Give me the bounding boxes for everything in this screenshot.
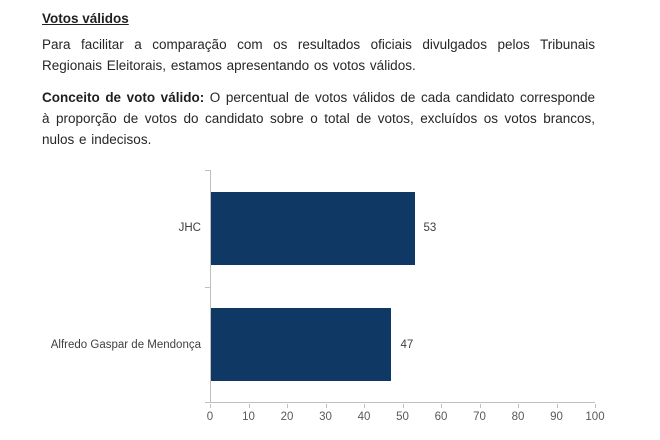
page-title: Votos válidos [42, 11, 129, 26]
y-axis-tick [205, 170, 211, 171]
x-axis-tick [441, 404, 442, 408]
x-axis-tick [287, 404, 288, 408]
x-axis-tick [325, 404, 327, 408]
x-axis-tick [402, 404, 404, 408]
x-axis-tick-label: 30 [319, 411, 332, 423]
concept-label: Conceito de voto válido: [42, 90, 205, 105]
x-axis-tick-label: 50 [396, 411, 409, 423]
document-text-block: Votos válidos Para facilitar a comparaçã… [42, 10, 595, 161]
chart-plot-area: 53 47 [205, 170, 595, 403]
intro-paragraph-text: Para facilitar a comparação com os resul… [42, 37, 595, 73]
intro-paragraph: Para facilitar a comparação com os resul… [42, 34, 595, 76]
chart-x-axis: 0 10 20 30 40 50 60 70 80 90 100 [206, 403, 605, 431]
concept-paragraph: Conceito de voto válido: O percentual de… [42, 87, 595, 150]
category-label: JHC [178, 222, 201, 235]
x-axis-tick-label: 0 [206, 411, 214, 423]
chart-bar [211, 191, 415, 265]
x-axis-tick-label: 60 [434, 411, 448, 423]
x-axis-tick-label: 10 [242, 411, 255, 423]
concept-paragraph-text: O percentual de votos válidos de cada ca… [42, 90, 595, 147]
y-axis-tick [205, 402, 211, 403]
x-axis-tick [479, 404, 481, 408]
x-axis-tick [595, 404, 596, 408]
bar-value-label: 53 [423, 222, 437, 235]
x-axis-tick [210, 404, 211, 408]
y-axis-tick [205, 287, 211, 288]
bar-value-label: 47 [400, 338, 414, 351]
chart-bar [211, 308, 392, 382]
x-axis-tick [364, 404, 365, 408]
x-axis-tick-label: 100 [585, 411, 605, 423]
x-axis-tick-label: 80 [511, 411, 525, 423]
x-axis-tick-label: 20 [280, 411, 294, 423]
x-axis-tick [556, 404, 558, 408]
valid-votes-bar-chart: JHC Alfredo Gaspar de Mendonça 53 47 0 10 20… [0, 170, 660, 432]
x-axis-tick [518, 404, 519, 408]
category-label: Alfredo Gaspar de Mendonça [50, 338, 201, 351]
x-axis-tick [248, 404, 250, 408]
chart-category-axis-labels: JHC Alfredo Gaspar de Mendonça [0, 170, 201, 403]
x-axis-tick-label: 90 [550, 411, 563, 423]
x-axis-tick-label: 70 [473, 411, 486, 423]
x-axis-tick-label: 40 [357, 411, 371, 423]
